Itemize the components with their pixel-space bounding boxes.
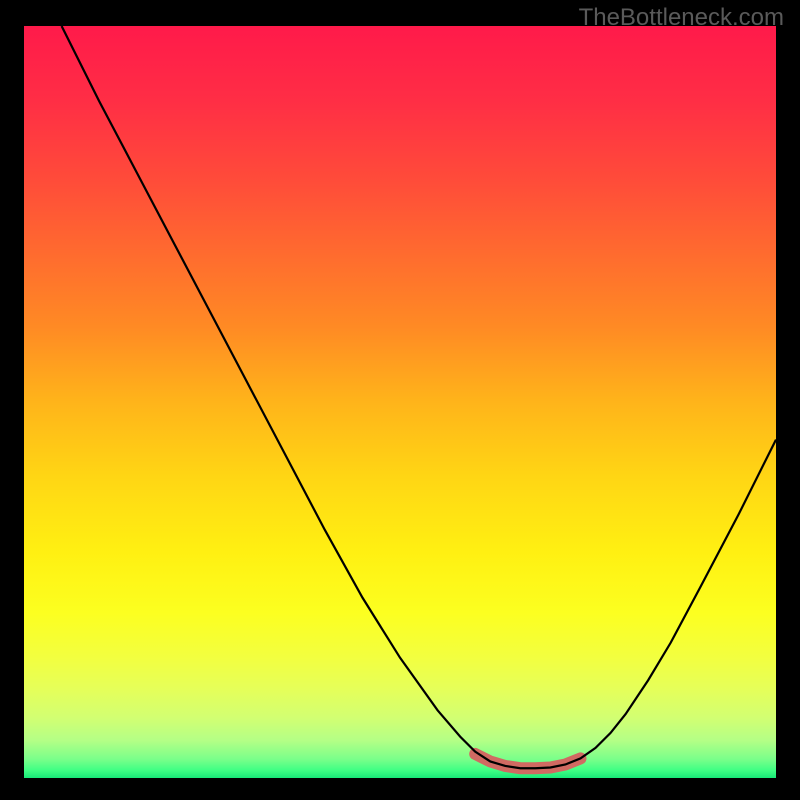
plot-area — [24, 26, 776, 778]
watermark-text: TheBottleneck.com — [579, 4, 784, 32]
bottleneck-line — [62, 26, 776, 768]
bottleneck-curve — [24, 26, 776, 778]
chart-frame: TheBottleneck.com — [0, 0, 800, 800]
